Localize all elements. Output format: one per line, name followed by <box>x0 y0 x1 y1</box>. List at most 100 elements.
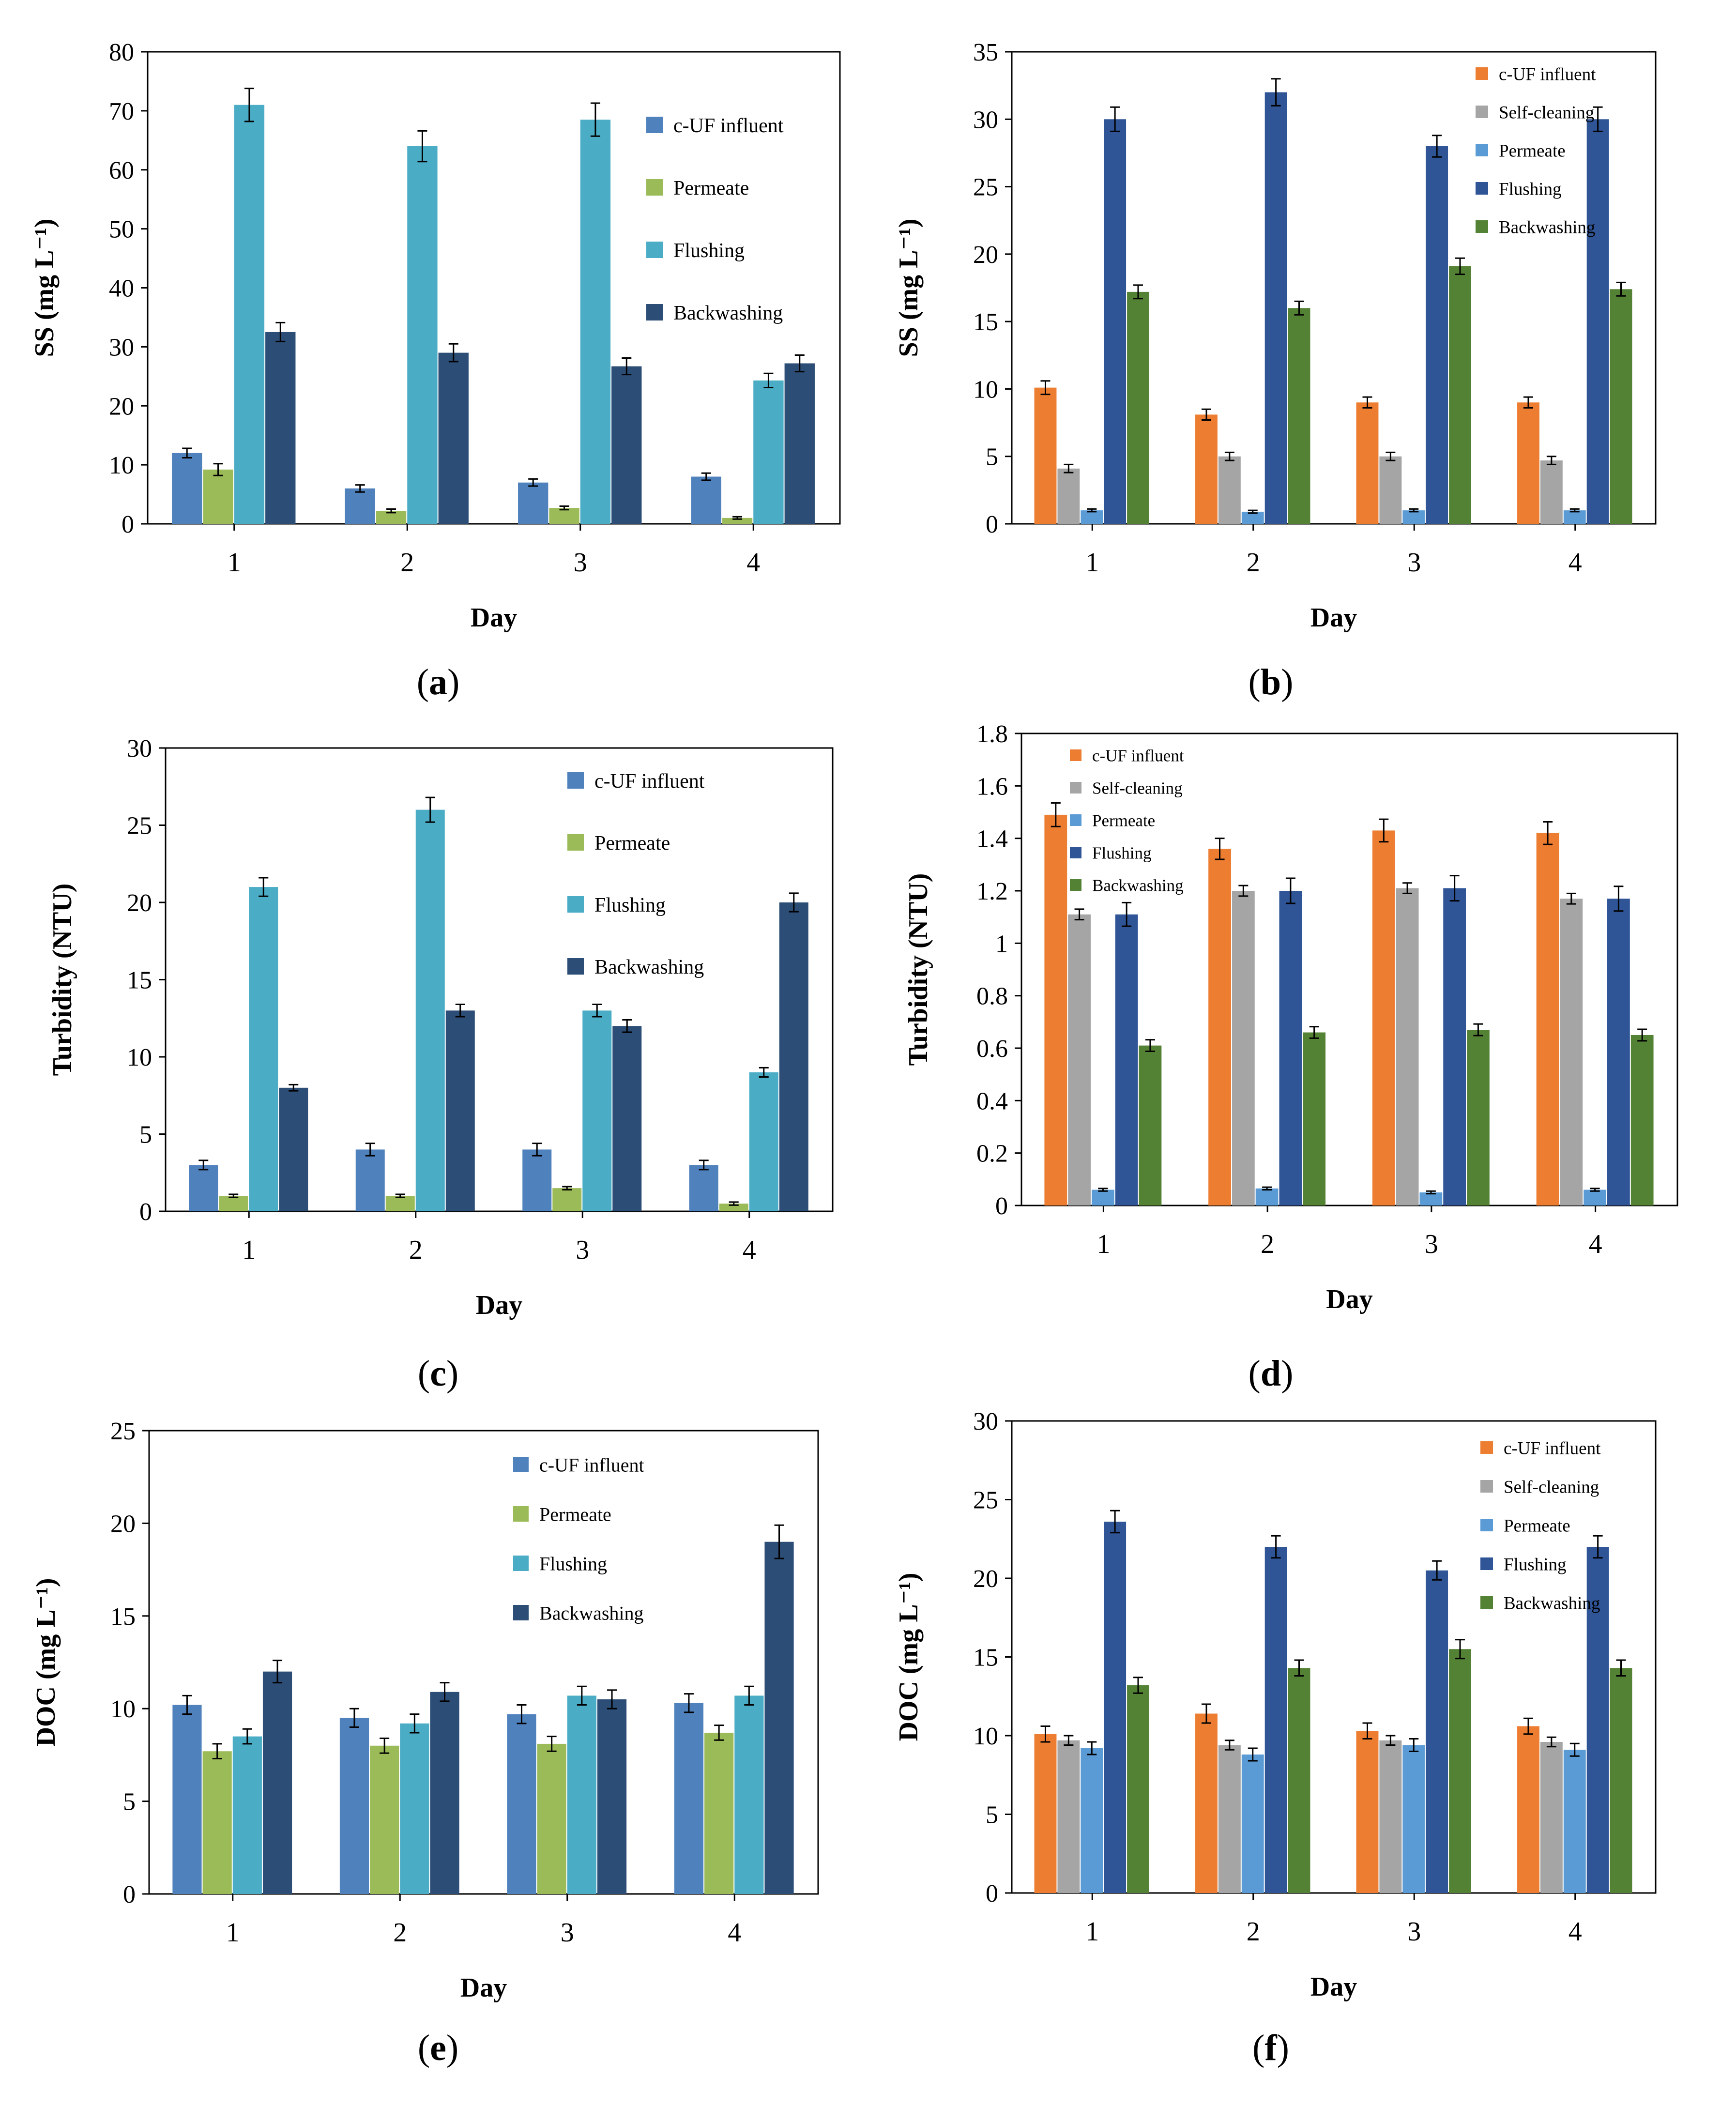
y-tick-label: 0 <box>123 1881 136 1908</box>
bar-c-uf-influent-day-1 <box>172 1705 202 1894</box>
legend: c-UF influent Permeate Flushing Backwashing <box>567 770 705 978</box>
legend: c-UF influent Self-cleaning Permeate Flushi… <box>1480 1438 1601 1613</box>
bar-self-cleaning-day-1 <box>1068 914 1091 1206</box>
legend-entry: Flushing <box>539 1553 607 1574</box>
x-tick-label: 1 <box>1085 548 1099 578</box>
y-axis-label: SS (mg L⁻¹) <box>30 219 60 357</box>
bar-flushing-day-4 <box>1586 119 1609 524</box>
bar-backwashing-day-1 <box>1139 1045 1162 1206</box>
bar-self-cleaning-day-1 <box>1057 1740 1080 1893</box>
x-tick-label: 2 <box>393 1918 407 1948</box>
bar-backwashing-day-2 <box>430 1692 459 1894</box>
bar-permeate-day-4 <box>722 518 753 524</box>
bar-permeate-day-4 <box>704 1732 734 1894</box>
bar-backwashing-day-1 <box>265 332 296 524</box>
panel-label: (e) <box>418 2028 458 2068</box>
bar-permeate-day-3 <box>537 1743 566 1894</box>
bar-backwashing-day-1 <box>1127 291 1149 524</box>
x-tick-label: 4 <box>728 1918 741 1948</box>
bar-flushing-day-2 <box>1279 891 1302 1206</box>
y-tick-label: 5 <box>139 1121 152 1149</box>
x-tick-label: 1 <box>226 1918 240 1948</box>
bar-c-uf-influent-day-3 <box>522 1149 552 1211</box>
bar-backwashing-day-3 <box>1467 1030 1490 1206</box>
legend-swatch <box>513 1605 529 1620</box>
chart-panel-e: 0 5 10 15 20 25 DOC (mg L⁻¹) 1 2 3 4 Day c-UF influe… <box>31 1418 819 2068</box>
y-tick-label: 0.2 <box>976 1140 1008 1168</box>
x-tick-label: 2 <box>400 548 414 578</box>
legend-swatch <box>1476 182 1488 195</box>
bar-flushing-day-3 <box>1426 1570 1448 1893</box>
bar-permeate-day-2 <box>1255 1188 1279 1206</box>
legend-entry: c-UF influent <box>1499 64 1596 84</box>
panel-label: (b) <box>1249 662 1294 702</box>
bar-c-uf-influent-day-2 <box>1195 414 1218 524</box>
legend-entry: c-UF influent <box>1504 1438 1601 1458</box>
legend-entry: Flushing <box>1499 179 1562 199</box>
chart-panel-d: 0 0.2 0.4 0.6 0.8 1 1.2 1.4 1.6 1.8 Turbidity (NTU… <box>903 720 1678 1394</box>
bar-flushing-day-1 <box>1104 1522 1127 1893</box>
legend-entry: Backwashing <box>594 956 704 978</box>
legend-swatch <box>1070 749 1081 761</box>
chart-panel-b: 0 5 10 15 20 25 30 35 SS (mg L⁻¹) 1 2 3 4 Day c-UF inf… <box>894 39 1657 702</box>
y-tick-label: 30 <box>973 1408 998 1435</box>
y-tick-label: 5 <box>123 1788 136 1816</box>
bar-backwashing-day-1 <box>262 1671 292 1894</box>
y-tick-label: 20 <box>973 1565 998 1593</box>
y-tick-label: 1.2 <box>976 878 1008 905</box>
y-tick-label: 25 <box>110 1418 136 1445</box>
y-axis-label: DOC (mg L⁻¹) <box>31 1578 61 1746</box>
bar-c-uf-influent-day-3 <box>1372 830 1395 1206</box>
bar-permeate-day-1 <box>203 469 233 524</box>
x-tick-label: 1 <box>242 1235 256 1265</box>
bar-c-uf-influent-day-3 <box>1356 1731 1379 1893</box>
bar-flushing-day-4 <box>1607 899 1630 1206</box>
bar-c-uf-influent-day-1 <box>189 1165 218 1211</box>
bar-permeate-day-1 <box>219 1196 248 1211</box>
bar-flushing-day-2 <box>1264 92 1287 524</box>
legend: c-UF influent Self-cleaning Permeate Flushi… <box>1070 747 1184 895</box>
legend-swatch <box>1480 1596 1493 1609</box>
y-tick-label: 15 <box>110 1603 136 1631</box>
bar-c-uf-influent-day-4 <box>1536 833 1559 1206</box>
x-tick-label: 4 <box>1568 548 1582 578</box>
legend-entry: Permeate <box>1499 141 1566 161</box>
legend-entry: Permeate <box>673 177 749 199</box>
bar-c-uf-influent-day-4 <box>689 1165 718 1211</box>
y-tick-label: 1.8 <box>976 720 1008 748</box>
legend-entry: Permeate <box>1504 1516 1570 1536</box>
bar-self-cleaning-day-3 <box>1379 456 1402 524</box>
bar-flushing-day-1 <box>234 105 265 524</box>
y-tick-label: 25 <box>127 812 152 840</box>
y-tick-label: 10 <box>109 452 134 479</box>
x-tick-label: 3 <box>1407 1917 1421 1947</box>
legend-entry: Permeate <box>539 1503 611 1525</box>
bar-c-uf-influent-day-2 <box>355 1149 385 1211</box>
x-tick-label: 2 <box>1247 1917 1260 1947</box>
bar-backwashing-day-4 <box>779 902 808 1211</box>
bar-flushing-day-3 <box>1443 888 1466 1206</box>
legend-swatch <box>1070 782 1081 794</box>
bar-permeate-day-2 <box>1241 1755 1264 1893</box>
y-tick-label: 35 <box>973 39 998 66</box>
x-tick-label: 4 <box>1589 1229 1602 1259</box>
y-axis-label: SS (mg L⁻¹) <box>894 219 924 357</box>
y-tick-label: 15 <box>973 1644 998 1672</box>
bar-permeate-day-4 <box>1584 1190 1607 1206</box>
legend-entry: c-UF influent <box>539 1454 644 1476</box>
y-tick-label: 30 <box>109 334 134 361</box>
y-tick-label: 5 <box>986 1801 998 1829</box>
bar-flushing-day-1 <box>249 887 278 1211</box>
y-tick-label: 1.6 <box>976 773 1008 800</box>
bar-backwashing-day-4 <box>1630 1035 1654 1206</box>
y-tick-label: 1 <box>995 930 1008 958</box>
bar-backwashing-day-4 <box>1610 1668 1632 1893</box>
x-axis-label: Day <box>471 603 517 633</box>
bar-flushing-day-2 <box>415 809 445 1211</box>
legend-swatch <box>513 1506 529 1522</box>
y-tick-label: 0 <box>995 1192 1008 1220</box>
x-tick-label: 3 <box>1407 548 1421 578</box>
y-tick-label: 0 <box>986 1880 998 1908</box>
bar-backwashing-day-2 <box>438 352 469 524</box>
bar-self-cleaning-day-4 <box>1560 899 1583 1206</box>
